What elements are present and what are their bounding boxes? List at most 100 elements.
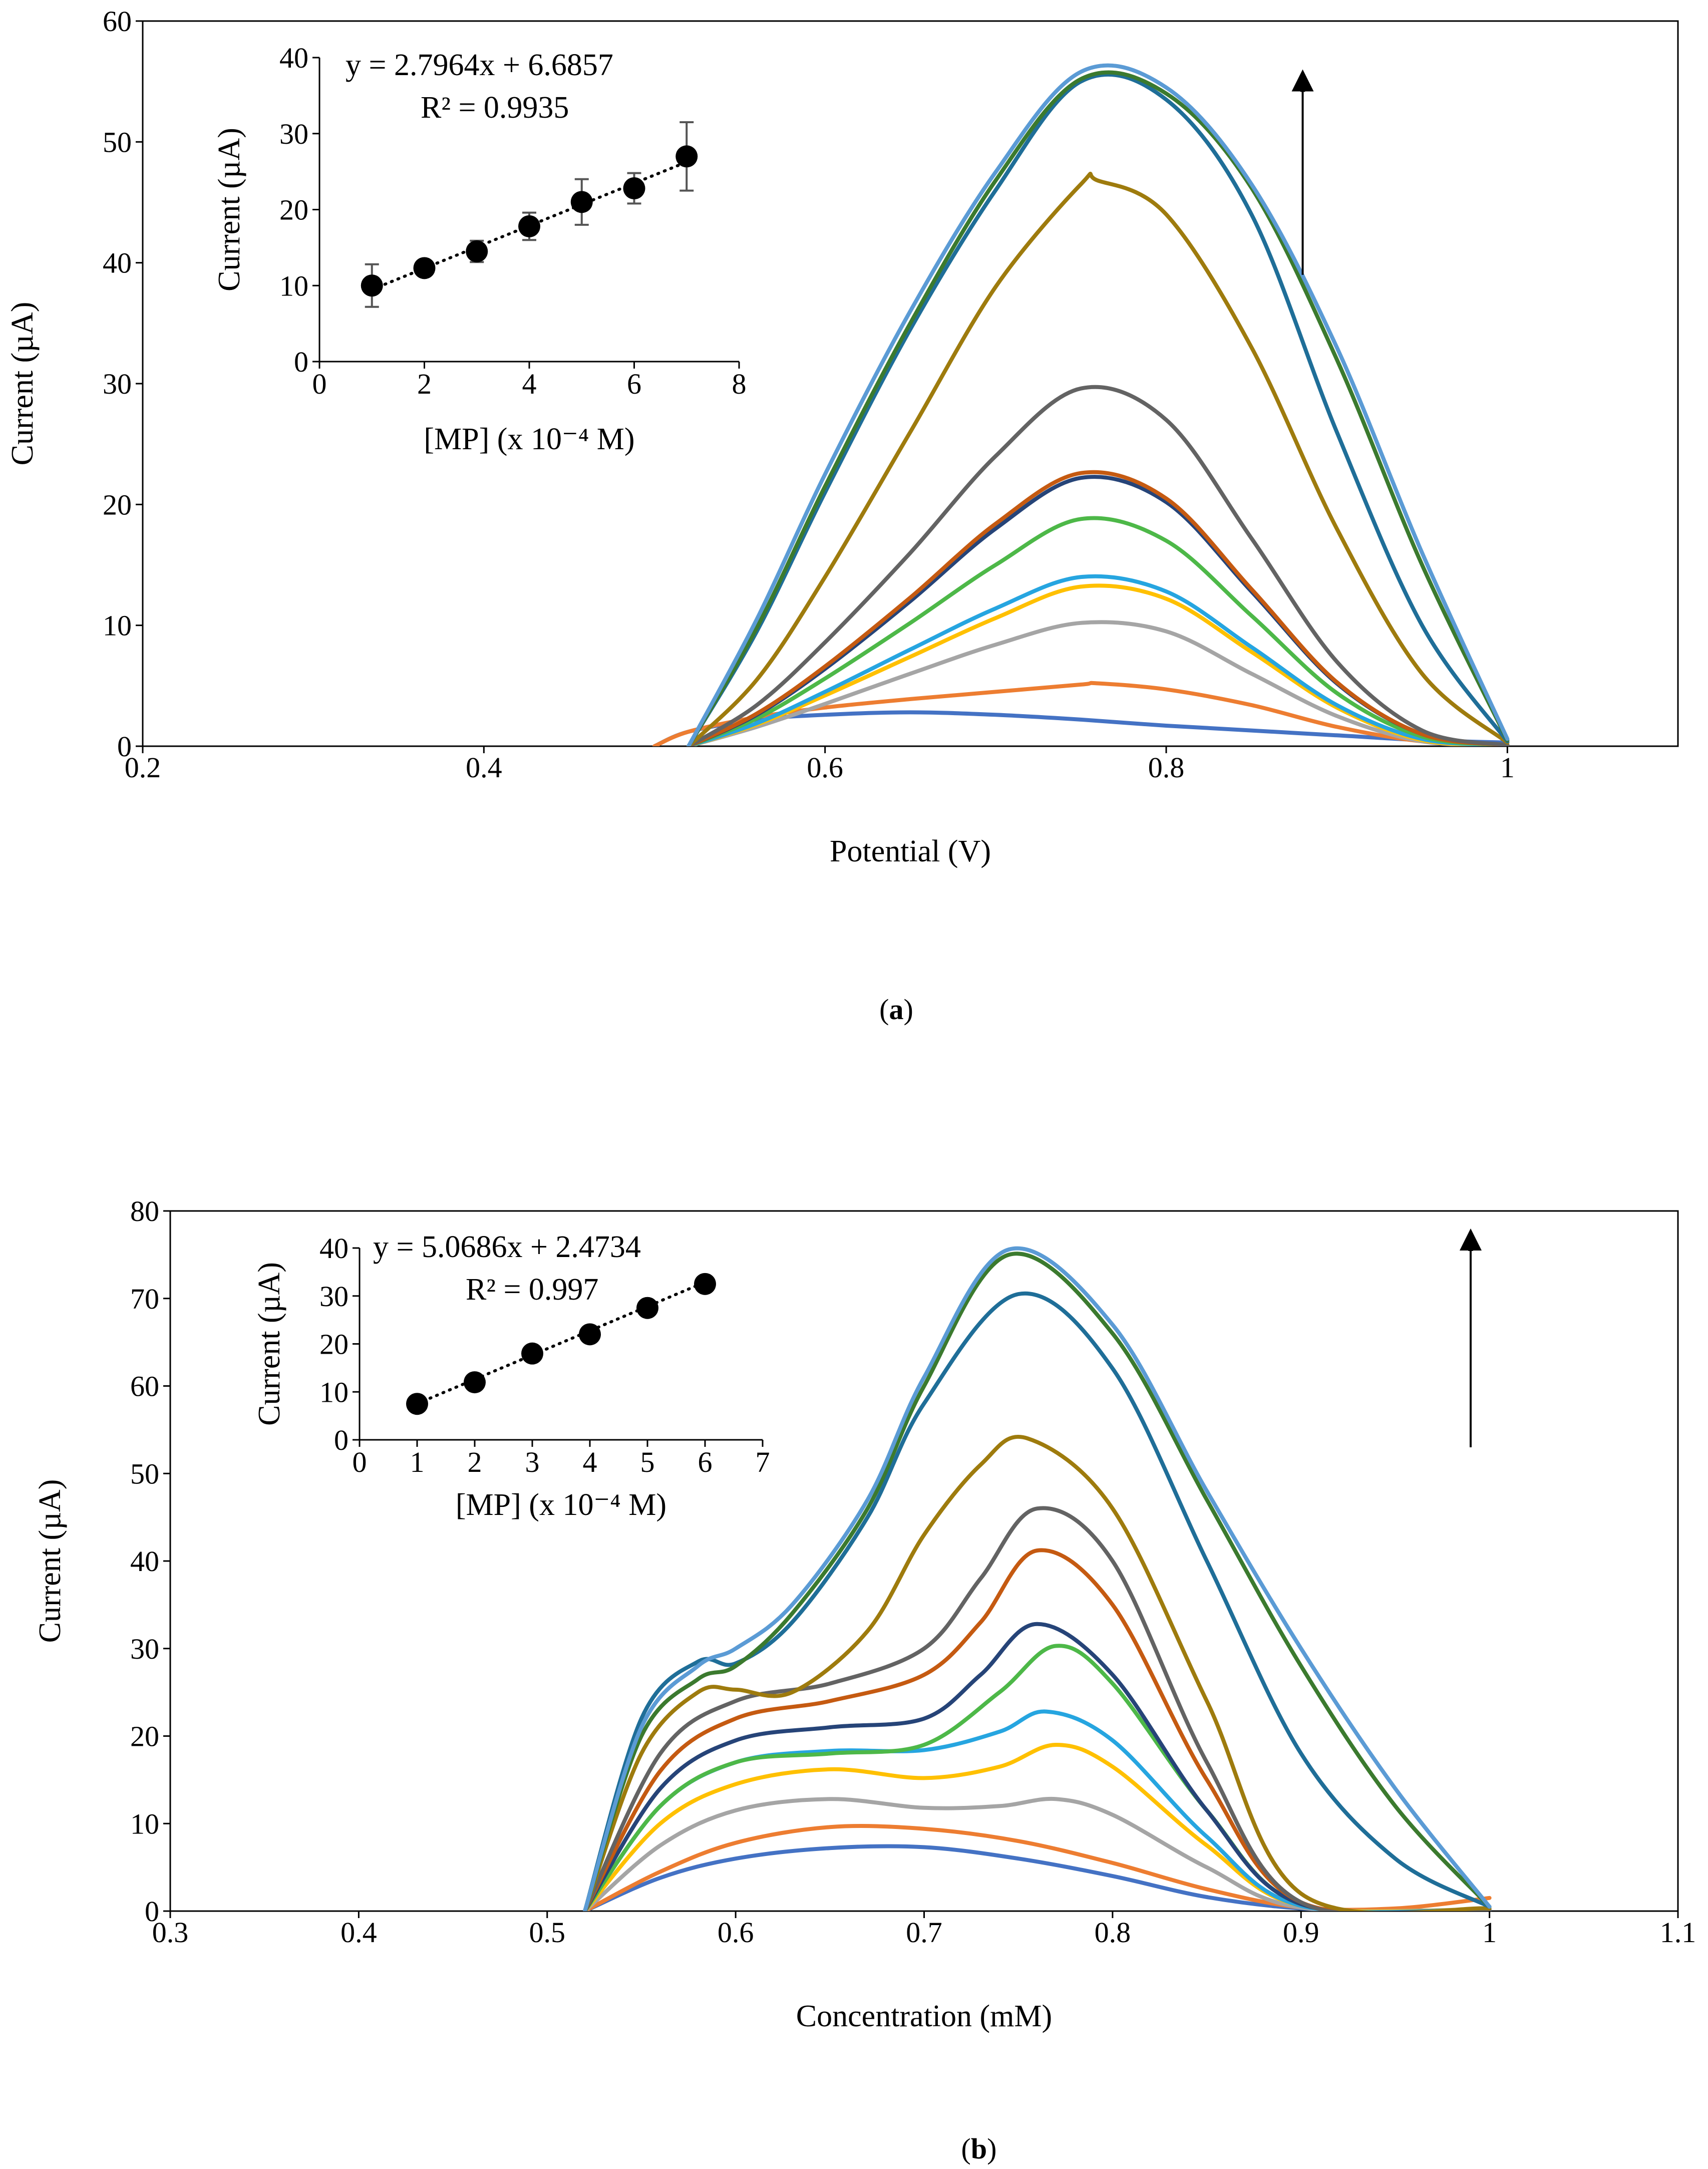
main-y-tick-label: 30 [130, 1633, 159, 1665]
main-x-tick-label: 0.4 [340, 1916, 377, 1949]
main-x-tick-label: 0.3 [152, 1916, 189, 1949]
inset-y-tick-label: 10 [319, 1376, 349, 1408]
main-y-tick-label: 30 [103, 368, 132, 400]
inset-data-point [518, 215, 540, 237]
main-series-group [583, 1246, 1492, 1911]
inset-data-point [361, 274, 383, 297]
series-line-12 [583, 1252, 1492, 1911]
inset-data-point [623, 177, 645, 200]
panel-b: 0.3 0.4 0.5 0.6 0.7 0.8 0.9 1 1.1010203040506070… [33, 1195, 1696, 2033]
series-line-8 [687, 470, 1510, 746]
inset-x-tick-label: 8 [732, 368, 747, 400]
inset-y-tick-label: 30 [279, 118, 308, 150]
main-x-tick-label: 0.9 [1283, 1916, 1319, 1949]
inset-x-tick-label: 6 [627, 368, 641, 400]
series-line-3 [687, 620, 1510, 746]
inset-data-point [521, 1342, 543, 1365]
main-x-tick-label: 0.6 [718, 1916, 754, 1949]
main-series-group [652, 63, 1510, 746]
inset-x-tick-label: 4 [522, 368, 537, 400]
main-x-tick-label: 0.4 [466, 751, 502, 784]
inset-y-tick-label: 40 [319, 1232, 349, 1265]
inset-data-point [466, 240, 488, 262]
main-x-tick-label: 0.8 [1095, 1916, 1131, 1949]
series-line-13 [687, 63, 1510, 746]
main-y-tick-label: 10 [103, 609, 132, 642]
series-line-5 [687, 574, 1510, 746]
series-line-1 [583, 1844, 1492, 1911]
series-line-6 [687, 516, 1510, 746]
inset-x-axis-label: [MP] (x 10⁻⁴ M) [456, 1488, 666, 1522]
main-y-tick-label: 80 [130, 1195, 159, 1227]
main-y-tick-label: 50 [103, 126, 132, 158]
inset-data-point [636, 1297, 658, 1319]
inset-x-tick-label: 0 [353, 1446, 367, 1478]
inset-x-tick-label: 1 [410, 1446, 425, 1478]
series-line-7 [583, 1622, 1492, 1911]
inset-data-point [413, 257, 436, 279]
inset-y-axis-label: Current (µA) [212, 128, 246, 291]
series-line-4 [583, 1743, 1492, 1911]
main-x-tick-label: 0.8 [1148, 751, 1185, 784]
inset-x-tick-label: 0 [312, 368, 327, 400]
inset-y-axis-label: Current (µA) [252, 1262, 286, 1426]
main-y-tick-label: 20 [130, 1720, 159, 1753]
series-line-12 [687, 70, 1510, 746]
increase-arrow-head [1291, 69, 1314, 92]
main-y-tick-label: 40 [103, 247, 132, 279]
inset-y-tick-label: 30 [319, 1280, 349, 1313]
inset-data-point [570, 191, 593, 213]
main-x-tick-label: 1 [1482, 1916, 1497, 1949]
inset-x-tick-label: 6 [698, 1446, 713, 1478]
inset-y-tick-label: 40 [279, 42, 308, 74]
series-line-10 [687, 171, 1510, 746]
main-y-tick-label: 40 [130, 1545, 159, 1578]
series-line-11 [583, 1291, 1492, 1911]
inset-data-point [464, 1371, 486, 1394]
inset-data-point [406, 1393, 428, 1415]
main-y-tick-label: 10 [130, 1807, 159, 1840]
main-y-tick-label: 70 [130, 1283, 159, 1315]
inset-r-squared: R² = 0.997 [466, 1273, 598, 1307]
inset-equation: y = 5.0686x + 2.4734 [373, 1230, 641, 1264]
main-x-tick-label: 0.7 [906, 1916, 942, 1949]
main-y-tick-label: 0 [117, 730, 132, 763]
inset-y-tick-label: 0 [294, 346, 308, 378]
inset-x-axis-label: [MP] (x 10⁻⁴ M) [424, 422, 634, 456]
inset-equation: y = 2.7964x + 6.6857 [346, 48, 613, 82]
panel-b-label: (b) [961, 2132, 997, 2165]
main-y-tick-label: 20 [103, 488, 132, 521]
main-x-tick-label: 1 [1500, 751, 1515, 784]
main-x-tick-label: 0.2 [125, 751, 161, 784]
inset-y-tick-label: 20 [319, 1328, 349, 1361]
inset-x-tick-label: 2 [468, 1446, 482, 1478]
main-y-tick-label: 60 [130, 1370, 159, 1403]
inset-y-tick-label: 0 [334, 1424, 349, 1456]
main-x-axis-label: Potential (V) [830, 834, 991, 868]
series-line-8 [583, 1548, 1492, 1911]
series-line-10 [583, 1434, 1492, 1911]
inset-x-tick-label: 3 [525, 1446, 540, 1478]
series-line-11 [687, 72, 1510, 746]
series-line-3 [583, 1796, 1492, 1911]
series-line-9 [583, 1506, 1492, 1911]
main-x-tick-label: 0.5 [529, 1916, 566, 1949]
series-line-5 [583, 1709, 1492, 1911]
main-plot-frame [142, 20, 1679, 747]
series-line-9 [687, 385, 1510, 746]
inset-x-tick-label: 2 [417, 368, 432, 400]
main-y-axis-label: Current (µA) [6, 302, 40, 466]
inset-x-tick-label: 7 [756, 1446, 770, 1478]
main-x-axis-label: Concentration (mM) [796, 1999, 1052, 2033]
inset-x-tick-label: 5 [640, 1446, 655, 1478]
series-line-13 [583, 1246, 1492, 1911]
increase-arrow-head [1459, 1228, 1482, 1251]
inset-r-squared: R² = 0.9935 [421, 91, 569, 125]
inset-data-point [694, 1273, 716, 1295]
main-y-axis-label: Current (µA) [33, 1479, 67, 1643]
panel-a-label: (a) [879, 993, 913, 1026]
main-y-tick-label: 0 [145, 1895, 159, 1928]
main-y-tick-label: 50 [130, 1457, 159, 1490]
inset-y-tick-label: 20 [279, 194, 308, 226]
